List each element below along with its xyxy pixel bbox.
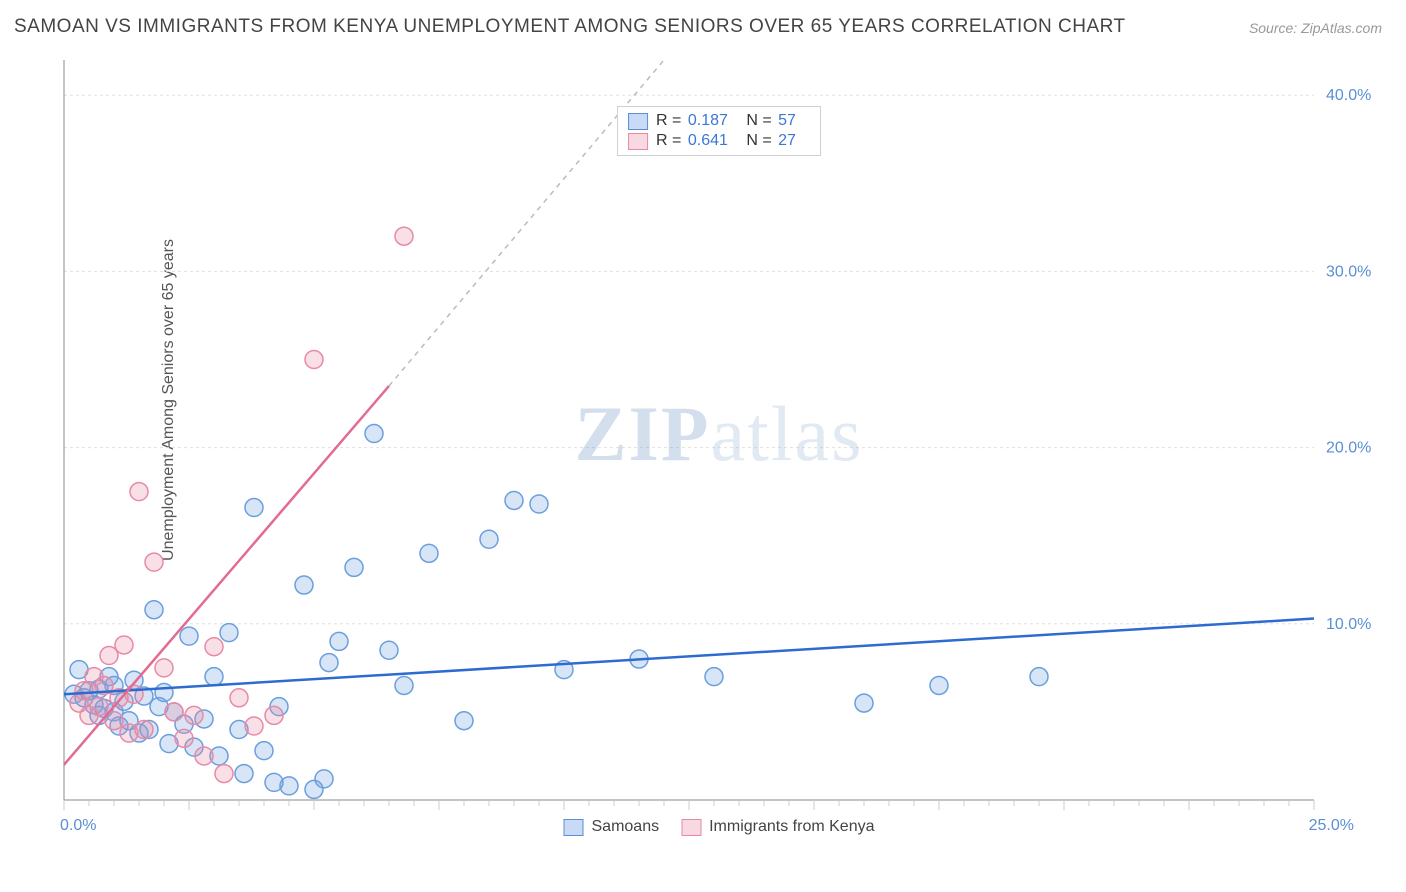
swatch-blue: [564, 819, 584, 836]
legend-stats: R = 0.187 N = 57 R = 0.641 N = 27: [617, 106, 821, 156]
chart-area: 10.0%20.0%30.0%40.0%0.0%25.0% ZIPatlas R…: [54, 50, 1384, 850]
svg-text:30.0%: 30.0%: [1326, 263, 1371, 280]
svg-text:25.0%: 25.0%: [1309, 817, 1354, 834]
legend-label: Immigrants from Kenya: [709, 818, 874, 836]
n-value-kenya: 27: [778, 132, 796, 149]
r-value-samoans: 0.187: [688, 112, 728, 129]
legend-series: Samoans Immigrants from Kenya: [564, 818, 875, 836]
legend-item: Samoans: [564, 818, 660, 836]
chart-title: SAMOAN VS IMMIGRANTS FROM KENYA UNEMPLOY…: [14, 16, 1126, 38]
r-value-kenya: 0.641: [688, 132, 728, 149]
swatch-blue: [628, 113, 648, 130]
swatch-pink: [628, 133, 648, 150]
svg-text:40.0%: 40.0%: [1326, 87, 1371, 104]
svg-text:0.0%: 0.0%: [60, 817, 96, 834]
svg-text:10.0%: 10.0%: [1326, 616, 1371, 633]
legend-stats-row: R = 0.641 N = 27: [628, 131, 810, 151]
n-value-samoans: 57: [778, 112, 796, 129]
legend-item: Immigrants from Kenya: [681, 818, 874, 836]
legend-stats-row: R = 0.187 N = 57: [628, 111, 810, 131]
source-attribution: Source: ZipAtlas.com: [1249, 20, 1382, 36]
scatter-plot: 10.0% 20.0% 30.0% 40.0% 0.0% 25.0%: [54, 50, 1384, 850]
swatch-pink: [681, 819, 701, 836]
svg-text:20.0%: 20.0%: [1326, 440, 1371, 457]
legend-label: Samoans: [592, 818, 660, 836]
